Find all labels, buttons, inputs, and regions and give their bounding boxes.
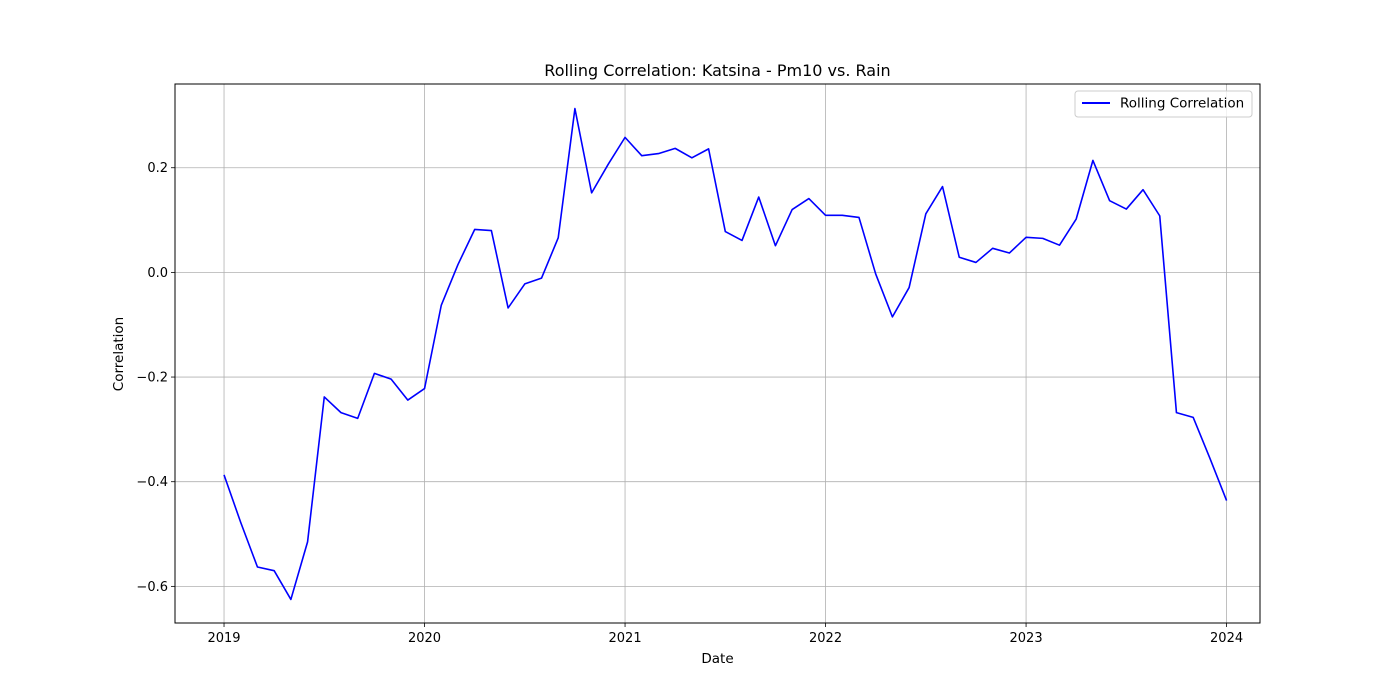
y-tick-label: 0.2 bbox=[147, 161, 168, 176]
y-tick-label: −0.6 bbox=[136, 580, 168, 595]
grid bbox=[175, 84, 1260, 623]
y-axis-ticks: −0.6 −0.4 −0.2 0.0 0.2 bbox=[136, 161, 175, 595]
legend-box bbox=[1074, 90, 1253, 118]
series-layer bbox=[223, 107, 1228, 601]
plot-frame bbox=[174, 83, 1261, 624]
x-axis-ticks: 2019 2020 2021 2022 2023 2024 bbox=[207, 623, 1243, 646]
series-line-0 bbox=[223, 107, 1228, 601]
y-tick-label: −0.2 bbox=[136, 371, 168, 386]
legend: Rolling Correlation bbox=[1074, 90, 1253, 118]
x-tick-label: 2019 bbox=[207, 631, 240, 646]
x-tick-label: 2022 bbox=[809, 631, 842, 646]
y-tick-label: −0.4 bbox=[136, 475, 168, 490]
chart-title: Rolling Correlation: Katsina - Pm10 vs. … bbox=[544, 61, 890, 80]
y-tick-label: 0.0 bbox=[147, 266, 168, 281]
x-tick-label: 2023 bbox=[1010, 631, 1043, 646]
x-axis-label: Date bbox=[701, 651, 733, 667]
y-axis-label: Correlation bbox=[111, 317, 127, 391]
x-tick-label: 2024 bbox=[1210, 631, 1243, 646]
legend-label: Rolling Correlation bbox=[1120, 96, 1244, 112]
x-tick-label: 2020 bbox=[408, 631, 441, 646]
x-tick-label: 2021 bbox=[609, 631, 642, 646]
